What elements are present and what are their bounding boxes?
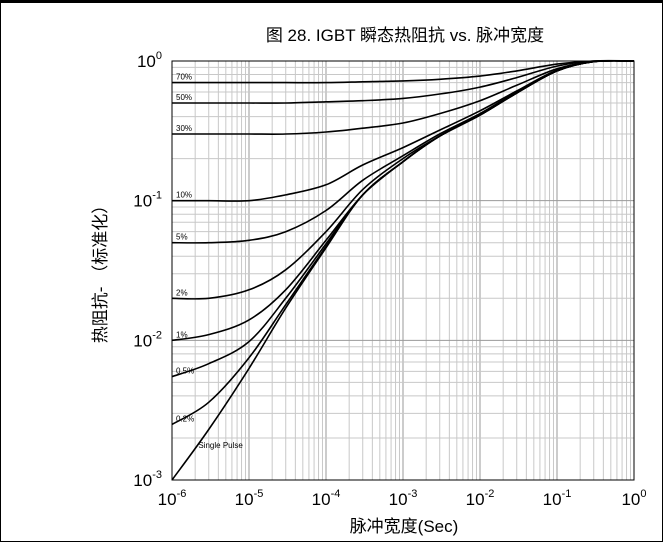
curve-label: 2% <box>176 288 188 297</box>
x-tick-label: 10-5 <box>235 488 264 509</box>
x-tick-label: 10-3 <box>389 488 418 509</box>
curve-label: 50% <box>176 93 192 102</box>
y-axis-label: 热阻抗- （标准化） <box>91 197 110 343</box>
x-tick-label: 10-6 <box>158 488 187 509</box>
curve-label: 0.2% <box>176 414 194 423</box>
series-line-0 <box>171 59 635 84</box>
y-tick-label: 10-3 <box>133 469 162 490</box>
curve-label: Single Pulse <box>198 441 243 450</box>
curve-label: 10% <box>176 191 192 200</box>
y-tick-label: 10-1 <box>133 190 162 211</box>
frame-top-border <box>0 0 663 3</box>
series-line-9 <box>171 59 635 481</box>
x-tick-labels: 10-6 10-5 10-4 10-3 10-2 10-1 100 <box>158 488 647 509</box>
x-tick-label: 100 <box>621 488 646 509</box>
x-tick-label: 10-1 <box>543 488 572 509</box>
plot-area-border <box>171 60 635 481</box>
curve-label: 1% <box>176 330 188 339</box>
grid <box>172 61 634 480</box>
y-tick-label: 10-2 <box>133 329 162 350</box>
curve-label: 5% <box>176 233 188 242</box>
curves <box>171 59 635 481</box>
series-line-2 <box>172 60 635 135</box>
curve-labels: 70% 50% 30% 10% 5% 2% 1% 0.5% 0.2% Single Pulse <box>176 73 243 450</box>
x-tick-label: 10-2 <box>466 488 495 509</box>
x-tick-label: 10-4 <box>312 488 341 509</box>
curve-label: 70% <box>176 73 192 82</box>
y-tick-labels: 100 10-1 10-2 10-3 <box>133 50 162 490</box>
x-axis-label: 脉冲宽度(Sec) <box>350 517 459 536</box>
y-tick-label: 100 <box>137 50 162 71</box>
series-line-1 <box>172 59 635 104</box>
curve-label: 0.5% <box>176 367 194 376</box>
chart-title: 图 28. IGBT 瞬态热阻抗 vs. 脉冲宽度 <box>266 26 544 45</box>
curve-label: 30% <box>176 124 192 133</box>
